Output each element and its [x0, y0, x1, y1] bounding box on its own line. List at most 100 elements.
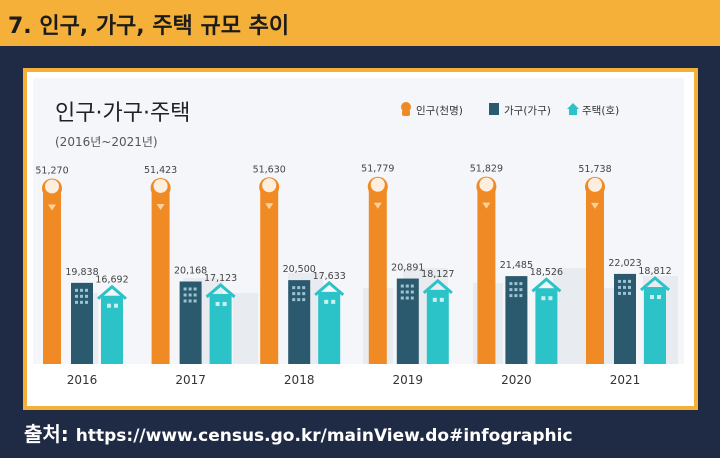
source-url[interactable]: https://www.census.go.kr/mainView.do#inf… — [75, 426, 573, 446]
window-dot — [183, 293, 187, 297]
bar — [644, 287, 666, 364]
x-tick-label: 2021 — [610, 373, 641, 387]
bar — [586, 188, 604, 364]
building-icon — [489, 103, 499, 115]
arrow-down-icon — [482, 202, 491, 209]
window-dot — [628, 291, 631, 295]
data-label: 51,423 — [144, 165, 177, 176]
window-dot — [519, 294, 523, 298]
source-line: 출처: https://www.census.go.kr/mainView.do… — [24, 418, 573, 447]
data-label: 20,891 — [391, 263, 424, 274]
house-roof-icon — [531, 277, 562, 293]
x-tick-label: 2017 — [175, 373, 206, 387]
axis-band — [33, 364, 684, 394]
house-roof-icon — [314, 280, 345, 297]
bar-group: 51,630 — [253, 164, 286, 364]
bar-group: 51,829 — [470, 164, 503, 364]
data-label: 51,829 — [470, 164, 503, 175]
window-dot — [85, 294, 88, 298]
bar — [368, 188, 387, 364]
window-dot — [75, 294, 78, 298]
bar-group: 17,633 — [313, 271, 346, 364]
window-dot — [400, 296, 404, 300]
window-dot — [509, 288, 513, 292]
window-dot — [541, 296, 546, 301]
window-dot — [657, 295, 661, 300]
window-dot — [215, 301, 220, 306]
window-dot — [623, 285, 626, 289]
arrow-down-icon — [48, 204, 56, 211]
legend-item: 주택(호) — [567, 103, 619, 117]
x-tick-label: 2016 — [67, 373, 98, 387]
person-icon-body — [402, 110, 410, 116]
bar-chart: 인구·가구·주택 (2016년~2021년) 인구(천명) 가구(가구) 주택(호)… — [33, 101, 684, 394]
house-roof-icon — [422, 278, 453, 294]
window-dot — [331, 299, 336, 304]
window-dot — [85, 288, 88, 292]
bar — [477, 188, 496, 364]
window-dot — [80, 288, 83, 292]
window-dot — [324, 299, 329, 304]
bar — [260, 189, 279, 364]
chart-panel: 인구·가구·주택 (2016년~2021년) 인구(천명) 가구(가구) 주택(호)… — [33, 78, 684, 394]
data-label: 18,812 — [638, 266, 671, 277]
bar — [318, 291, 341, 364]
window-dot — [623, 279, 626, 283]
person-icon-face — [153, 178, 168, 193]
bar-group: 16,692 — [95, 275, 129, 364]
house-roof-icon — [640, 276, 670, 292]
window-dot — [514, 288, 518, 292]
x-axis: 2016 2017 2018 2019 2020 2021 — [33, 364, 684, 394]
data-label: 19,838 — [65, 267, 98, 278]
bar — [151, 189, 170, 364]
x-tick-label: 2019 — [393, 373, 424, 387]
window-dot — [292, 298, 296, 302]
data-label: 17,633 — [313, 271, 346, 282]
window-dot — [188, 299, 192, 303]
legend: 인구(천명) 가구(가구) 주택(호) — [401, 102, 619, 117]
window-dot — [75, 300, 78, 304]
window-dot — [114, 303, 118, 308]
data-label: 51,779 — [361, 164, 394, 175]
bar-group: 51,738 — [578, 164, 612, 364]
bar-group: 20,168 — [174, 265, 207, 364]
legend-label: 주택(호) — [582, 105, 619, 117]
window-dot — [297, 292, 301, 296]
arrow-down-icon — [265, 203, 274, 210]
bar-group: 18,127 — [421, 269, 454, 364]
house-roof-icon — [97, 284, 127, 300]
window-dot — [222, 301, 227, 306]
window-dot — [400, 284, 404, 288]
window-dot — [193, 287, 197, 291]
window-dot — [405, 296, 409, 300]
data-label: 22,023 — [608, 258, 641, 269]
window-dot — [519, 282, 523, 286]
data-label: 18,127 — [421, 269, 454, 280]
bar — [209, 293, 232, 364]
bar — [426, 289, 449, 364]
window-dot — [400, 290, 404, 294]
data-label: 51,630 — [253, 164, 286, 175]
window-dot — [628, 285, 631, 289]
window-dot — [183, 287, 187, 291]
bar-group: 22,023 — [608, 258, 642, 364]
window-dot — [80, 294, 83, 298]
person-icon-face — [45, 179, 59, 194]
bar-group: 51,423 — [144, 165, 177, 364]
window-dot — [75, 288, 78, 292]
bar-group: 18,812 — [638, 266, 672, 364]
data-label: 18,526 — [530, 267, 563, 278]
window-dot — [292, 286, 296, 290]
window-dot — [188, 293, 192, 297]
house-icon — [567, 103, 579, 115]
person-icon-face — [479, 177, 494, 192]
window-dot — [297, 298, 301, 302]
window-dot — [183, 299, 187, 303]
window-dot — [188, 287, 192, 291]
bar — [614, 273, 636, 364]
source-label: 출처: — [24, 422, 69, 446]
window-dot — [297, 286, 301, 290]
window-dot — [302, 298, 306, 302]
house-roof-icon — [205, 282, 236, 299]
